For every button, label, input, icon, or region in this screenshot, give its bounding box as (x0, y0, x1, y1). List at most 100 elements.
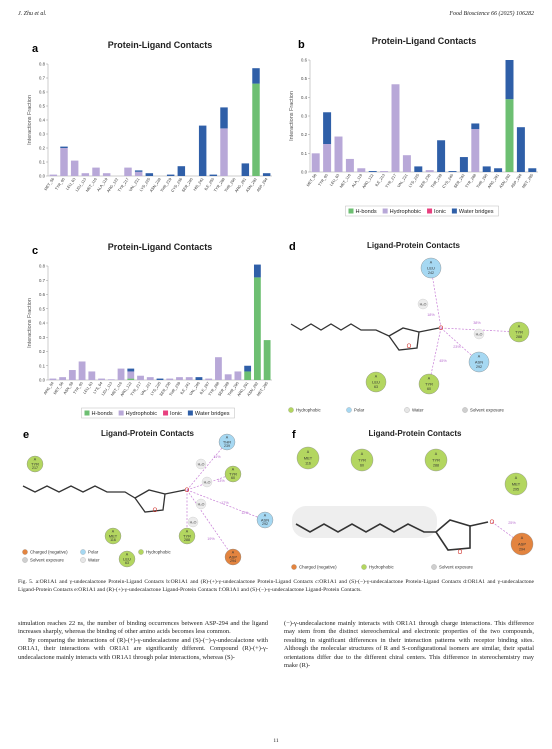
bar-segment (176, 377, 183, 380)
body-left: simulation reaches 22 ns, the number of … (18, 620, 268, 662)
residue-node (510, 532, 534, 556)
x-tick-label: LYS_64 (93, 381, 104, 394)
legend-swatch (163, 410, 169, 416)
bar-segment (117, 368, 125, 380)
residue-number: 288 (516, 335, 522, 339)
diagram-f: f Ligand-Protein ContactsOOAMET116ATYR60A… (291, 429, 534, 570)
legend-label: Water bridges (459, 209, 494, 215)
residue-node (118, 550, 136, 568)
y-tick-label: 0.2 (39, 349, 46, 354)
y-tick-label: 0.5 (39, 104, 46, 109)
interaction-line (186, 473, 234, 491)
y-tick-label: 0.3 (301, 114, 308, 119)
bar-segment (471, 123, 480, 130)
y-tick-label: 0.1 (39, 160, 46, 165)
atom-label: O (439, 326, 444, 332)
bar-segment (166, 378, 174, 380)
bar-segment (49, 174, 58, 176)
bar-segment (323, 112, 332, 144)
legend-label: Polar (354, 408, 365, 413)
bar-segment (166, 174, 175, 176)
diagram-title: Ligand-Protein Contacts (101, 429, 194, 438)
legend-swatch (84, 410, 90, 416)
bar-segment (391, 84, 400, 172)
residue-node (218, 433, 236, 451)
residue-node (104, 527, 122, 545)
legend-label: Ionic (434, 209, 446, 215)
residue-chain: A (478, 355, 481, 359)
y-tick-label: 0.1 (39, 363, 46, 368)
bar-segment (244, 371, 252, 380)
residue-name: LEU (123, 556, 131, 561)
residue-number: 116 (110, 538, 116, 542)
residue-chain: A (518, 325, 521, 329)
x-tick-label: LEU_63 (329, 173, 340, 187)
residue-number: 292 (476, 365, 482, 369)
y-axis-title: Interactions Fraction (27, 95, 33, 145)
chart-title: Protein-Ligand Contacts (372, 36, 477, 46)
bar-segment (59, 377, 67, 380)
legend-label: Water (88, 558, 100, 563)
y-tick-label: 0.4 (39, 118, 46, 123)
x-tick-label: TYR_217 (385, 173, 397, 188)
legend-swatch (427, 208, 433, 214)
y-tick-label: 0.8 (39, 62, 46, 67)
bar-segment (98, 378, 105, 380)
panel-label: a (32, 43, 39, 55)
chart-a: a Protein-Ligand Contacts Interactions Fra… (27, 40, 272, 193)
x-tick-label: ILE_250 (204, 177, 215, 191)
residue-node (224, 465, 242, 483)
residue-number: 60 (427, 387, 431, 391)
bar-segment (244, 365, 252, 372)
legend-swatch (404, 407, 410, 413)
diagram-title: Ligand-Protein Contacts (367, 241, 460, 250)
residue-chain: A (521, 536, 524, 540)
y-tick-label: 0.3 (39, 132, 46, 137)
diagram-e: e Ligand-Protein ContactsOOATYR217ATHR239… (22, 429, 274, 568)
residue-number: 60 (231, 476, 235, 480)
legend-swatch (187, 410, 193, 416)
y-tick-label: 0.2 (39, 146, 46, 151)
legend-swatch (361, 564, 367, 570)
y-tick-label: 0.6 (39, 90, 46, 95)
residue-chain: A (435, 452, 438, 456)
panel-label: b (298, 39, 305, 51)
residue-number: 294 (230, 559, 236, 563)
bar-segment (402, 155, 411, 172)
bar-segment (448, 171, 457, 172)
legend-label: H-bonds (355, 209, 376, 215)
residue-name: TYR (358, 457, 366, 462)
residue-number: 288 (184, 538, 190, 542)
legend-swatch (80, 549, 86, 555)
water-label: H₂O (190, 520, 197, 524)
chart-c: c Protein-Ligand Contacts Interactions Fra… (27, 242, 272, 419)
residue-number: 239 (224, 444, 230, 448)
residue-number: 217 (32, 466, 38, 470)
bar-segment (78, 361, 86, 380)
legend-swatch (431, 564, 437, 570)
x-tick-label: TYR_60 (318, 173, 329, 187)
residue-node (418, 373, 440, 395)
bar-segment (124, 167, 132, 176)
legend-swatch (80, 557, 86, 563)
residue-node (224, 548, 242, 566)
bar-segment (146, 377, 154, 380)
panel-label: e (23, 429, 29, 441)
residue-chain: A (307, 450, 310, 454)
legend: H-bonds Hydrophobic Ionic Water bridges (81, 407, 235, 419)
residue-name: MET (109, 533, 118, 538)
carbonyl-bond (469, 521, 489, 527)
residue-node (420, 257, 442, 279)
bar-segment (185, 377, 193, 380)
residue-node (178, 527, 196, 545)
diagram-title: Ligand-Protein Contacts (369, 429, 462, 438)
water-label: H₂O (204, 480, 211, 484)
bar-segment (60, 146, 68, 148)
residue-name: MET (304, 455, 313, 460)
bar-segment (215, 357, 222, 380)
legend-label: Water (412, 408, 424, 413)
bar-segment (224, 374, 232, 380)
residue-name: LEU (372, 379, 380, 384)
bar-segment (195, 377, 203, 380)
residue-number: 242 (428, 271, 434, 275)
